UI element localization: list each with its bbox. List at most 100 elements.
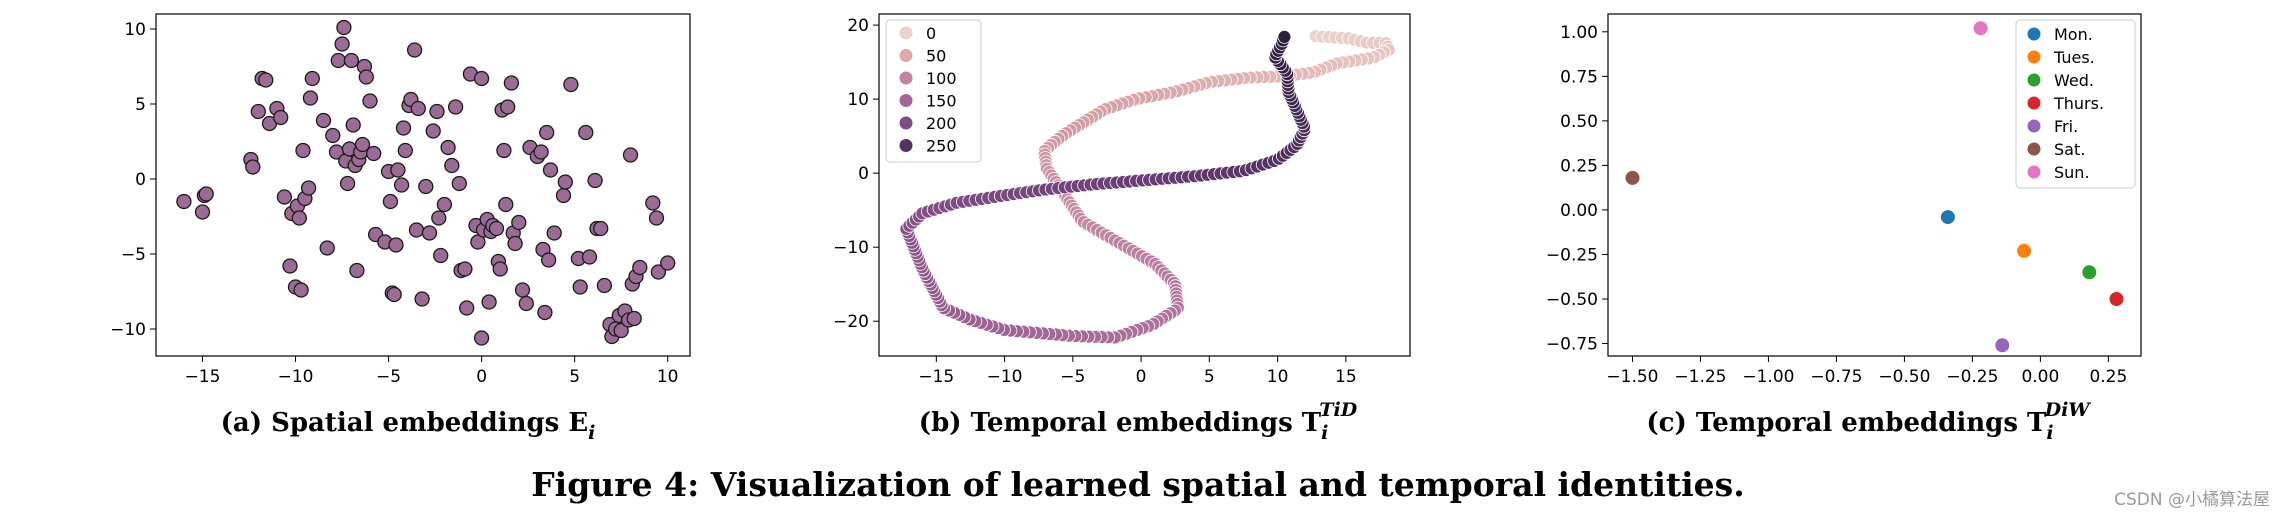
- spatial-point: [572, 279, 588, 295]
- spatial-point: [587, 172, 603, 189]
- legend-b-marker: [899, 139, 913, 152]
- spatial-point: [645, 195, 661, 211]
- legend-c-label: Fri.: [2054, 117, 2078, 136]
- legend-b-marker: [899, 26, 913, 40]
- legend-c-marker: [2027, 27, 2041, 41]
- spatial-point: [408, 222, 425, 238]
- legend-b-marker: [899, 49, 913, 62]
- legend-c-marker: [2027, 73, 2041, 87]
- spatial-point: [245, 159, 261, 175]
- spatial-point: [518, 295, 534, 312]
- legend-c-marker: [2027, 165, 2041, 179]
- axis-ticks-c: −1.50 −1.25 −1.00 −0.75 −0.50 −0.25 0.00 0.25 −0…: [1546, 23, 2127, 387]
- weekday-point: [2108, 291, 2125, 307]
- spatial-point: [514, 282, 531, 298]
- spatial-point: [436, 196, 453, 213]
- legend-c-label: Mon.: [2054, 25, 2093, 44]
- y-tick-label: −0.75: [1546, 335, 1598, 355]
- spatial-point: [433, 247, 449, 264]
- spatial-point: [336, 19, 352, 36]
- x-tick-label: 0.00: [2021, 367, 2059, 387]
- x-tick-label: −1.50: [1606, 367, 1658, 387]
- caption-a-sub: i: [588, 422, 595, 444]
- y-tick-label: 10: [847, 90, 869, 110]
- scatter-plot-temporal-tid: [899, 29, 1396, 345]
- spatial-point: [395, 120, 412, 136]
- panel-temporal-embeddings-diw: −1.50 −1.25 −1.00 −0.75 −0.50 −0.25 0.00 0.25 −0…: [1546, 13, 2142, 444]
- legend-b-label: 250: [926, 137, 957, 156]
- spatial-point: [406, 42, 423, 58]
- spatial-point: [300, 180, 317, 196]
- x-tick-label: 10: [1267, 367, 1289, 387]
- spatial-point: [626, 310, 642, 327]
- y-tick-label: 10: [124, 20, 146, 40]
- spatial-point: [418, 178, 434, 195]
- caption-b-sub: i: [1321, 422, 1328, 444]
- spatial-point: [444, 157, 460, 174]
- temporal-tid-point: [1277, 30, 1292, 44]
- spatial-point: [330, 52, 346, 69]
- spatial-point: [386, 286, 402, 303]
- caption-c-main: (c) Temporal embeddings T: [1646, 408, 2047, 438]
- y-tick-label: −10: [833, 238, 869, 258]
- legend-b-marker: [899, 116, 913, 130]
- y-tick-label: −0.25: [1546, 245, 1598, 265]
- axis-ticks-b: −15 −10 −5 0 5 10 15 −20 −10 0 10 20: [833, 16, 1357, 387]
- x-tick-label: −1.00: [1742, 367, 1794, 387]
- spatial-point: [410, 100, 426, 117]
- spatial-point: [393, 177, 410, 193]
- watermark: CSDN @小橘算法屋: [2114, 490, 2270, 510]
- spatial-point: [542, 162, 559, 178]
- legend-b-marker: [899, 71, 913, 85]
- weekday-point: [2016, 242, 2033, 259]
- spatial-point: [339, 175, 356, 192]
- spatial-point: [334, 36, 350, 52]
- spatial-point: [447, 99, 464, 115]
- spatial-point: [578, 124, 594, 141]
- legend-b-label: 200: [926, 114, 957, 133]
- figure-caption: Figure 4: Visualization of learned spati…: [531, 465, 1744, 504]
- axes-frame-a: [155, 13, 691, 357]
- x-tick-label: −1.25: [1674, 367, 1726, 387]
- legend-b: 0 50 100 150 200 250: [885, 19, 982, 163]
- spatial-point: [425, 123, 441, 139]
- x-tick-label: −10: [278, 367, 314, 387]
- caption-b: (b) Temporal embeddings TiTiD: [919, 399, 1358, 444]
- spatial-point: [622, 147, 639, 163]
- panel-spatial-embeddings: −15 −10 −5 0 5 10 −10 −5 0 5 10 (a) Spatial embedd…: [110, 13, 691, 444]
- spatial-point: [325, 127, 341, 144]
- legend-c-marker: [2027, 96, 2041, 110]
- y-tick-label: −5: [121, 245, 146, 265]
- spatial-point: [660, 255, 676, 271]
- legend-b-label: 50: [926, 47, 946, 66]
- spatial-point: [176, 193, 192, 210]
- spatial-point: [273, 109, 289, 126]
- spatial-point: [511, 214, 527, 231]
- weekday-point: [2081, 264, 2098, 281]
- y-tick-label: −10: [110, 320, 146, 340]
- y-tick-label: 20: [847, 16, 869, 36]
- weekday-point: [1972, 20, 1989, 37]
- x-tick-label: −5: [376, 367, 401, 387]
- legend-b-label: 0: [926, 24, 936, 43]
- spatial-point: [358, 69, 374, 85]
- spatial-point: [295, 142, 311, 159]
- legend-c-marker: [2027, 119, 2041, 133]
- y-tick-label: −0.50: [1546, 290, 1598, 310]
- scatter-plot-temporal-diw: [1624, 20, 2125, 354]
- x-tick-label: −15: [918, 367, 954, 387]
- x-tick-label: −0.25: [1946, 367, 1998, 387]
- legend-b-marker: [899, 94, 913, 107]
- x-tick-label: 15: [1335, 367, 1357, 387]
- spatial-point: [345, 117, 361, 133]
- spatial-point: [319, 240, 335, 256]
- legend-c-label: Tues.: [2053, 48, 2095, 67]
- x-tick-label: 10: [657, 367, 679, 387]
- spatial-point: [555, 187, 572, 204]
- axes-frame-b: [878, 13, 1411, 357]
- spatial-point: [382, 193, 399, 210]
- caption-c-sub: i: [2046, 422, 2053, 444]
- spatial-point: [533, 144, 549, 160]
- y-tick-label: 0.75: [1560, 67, 1598, 87]
- scatter-plot-spatial: [176, 19, 676, 346]
